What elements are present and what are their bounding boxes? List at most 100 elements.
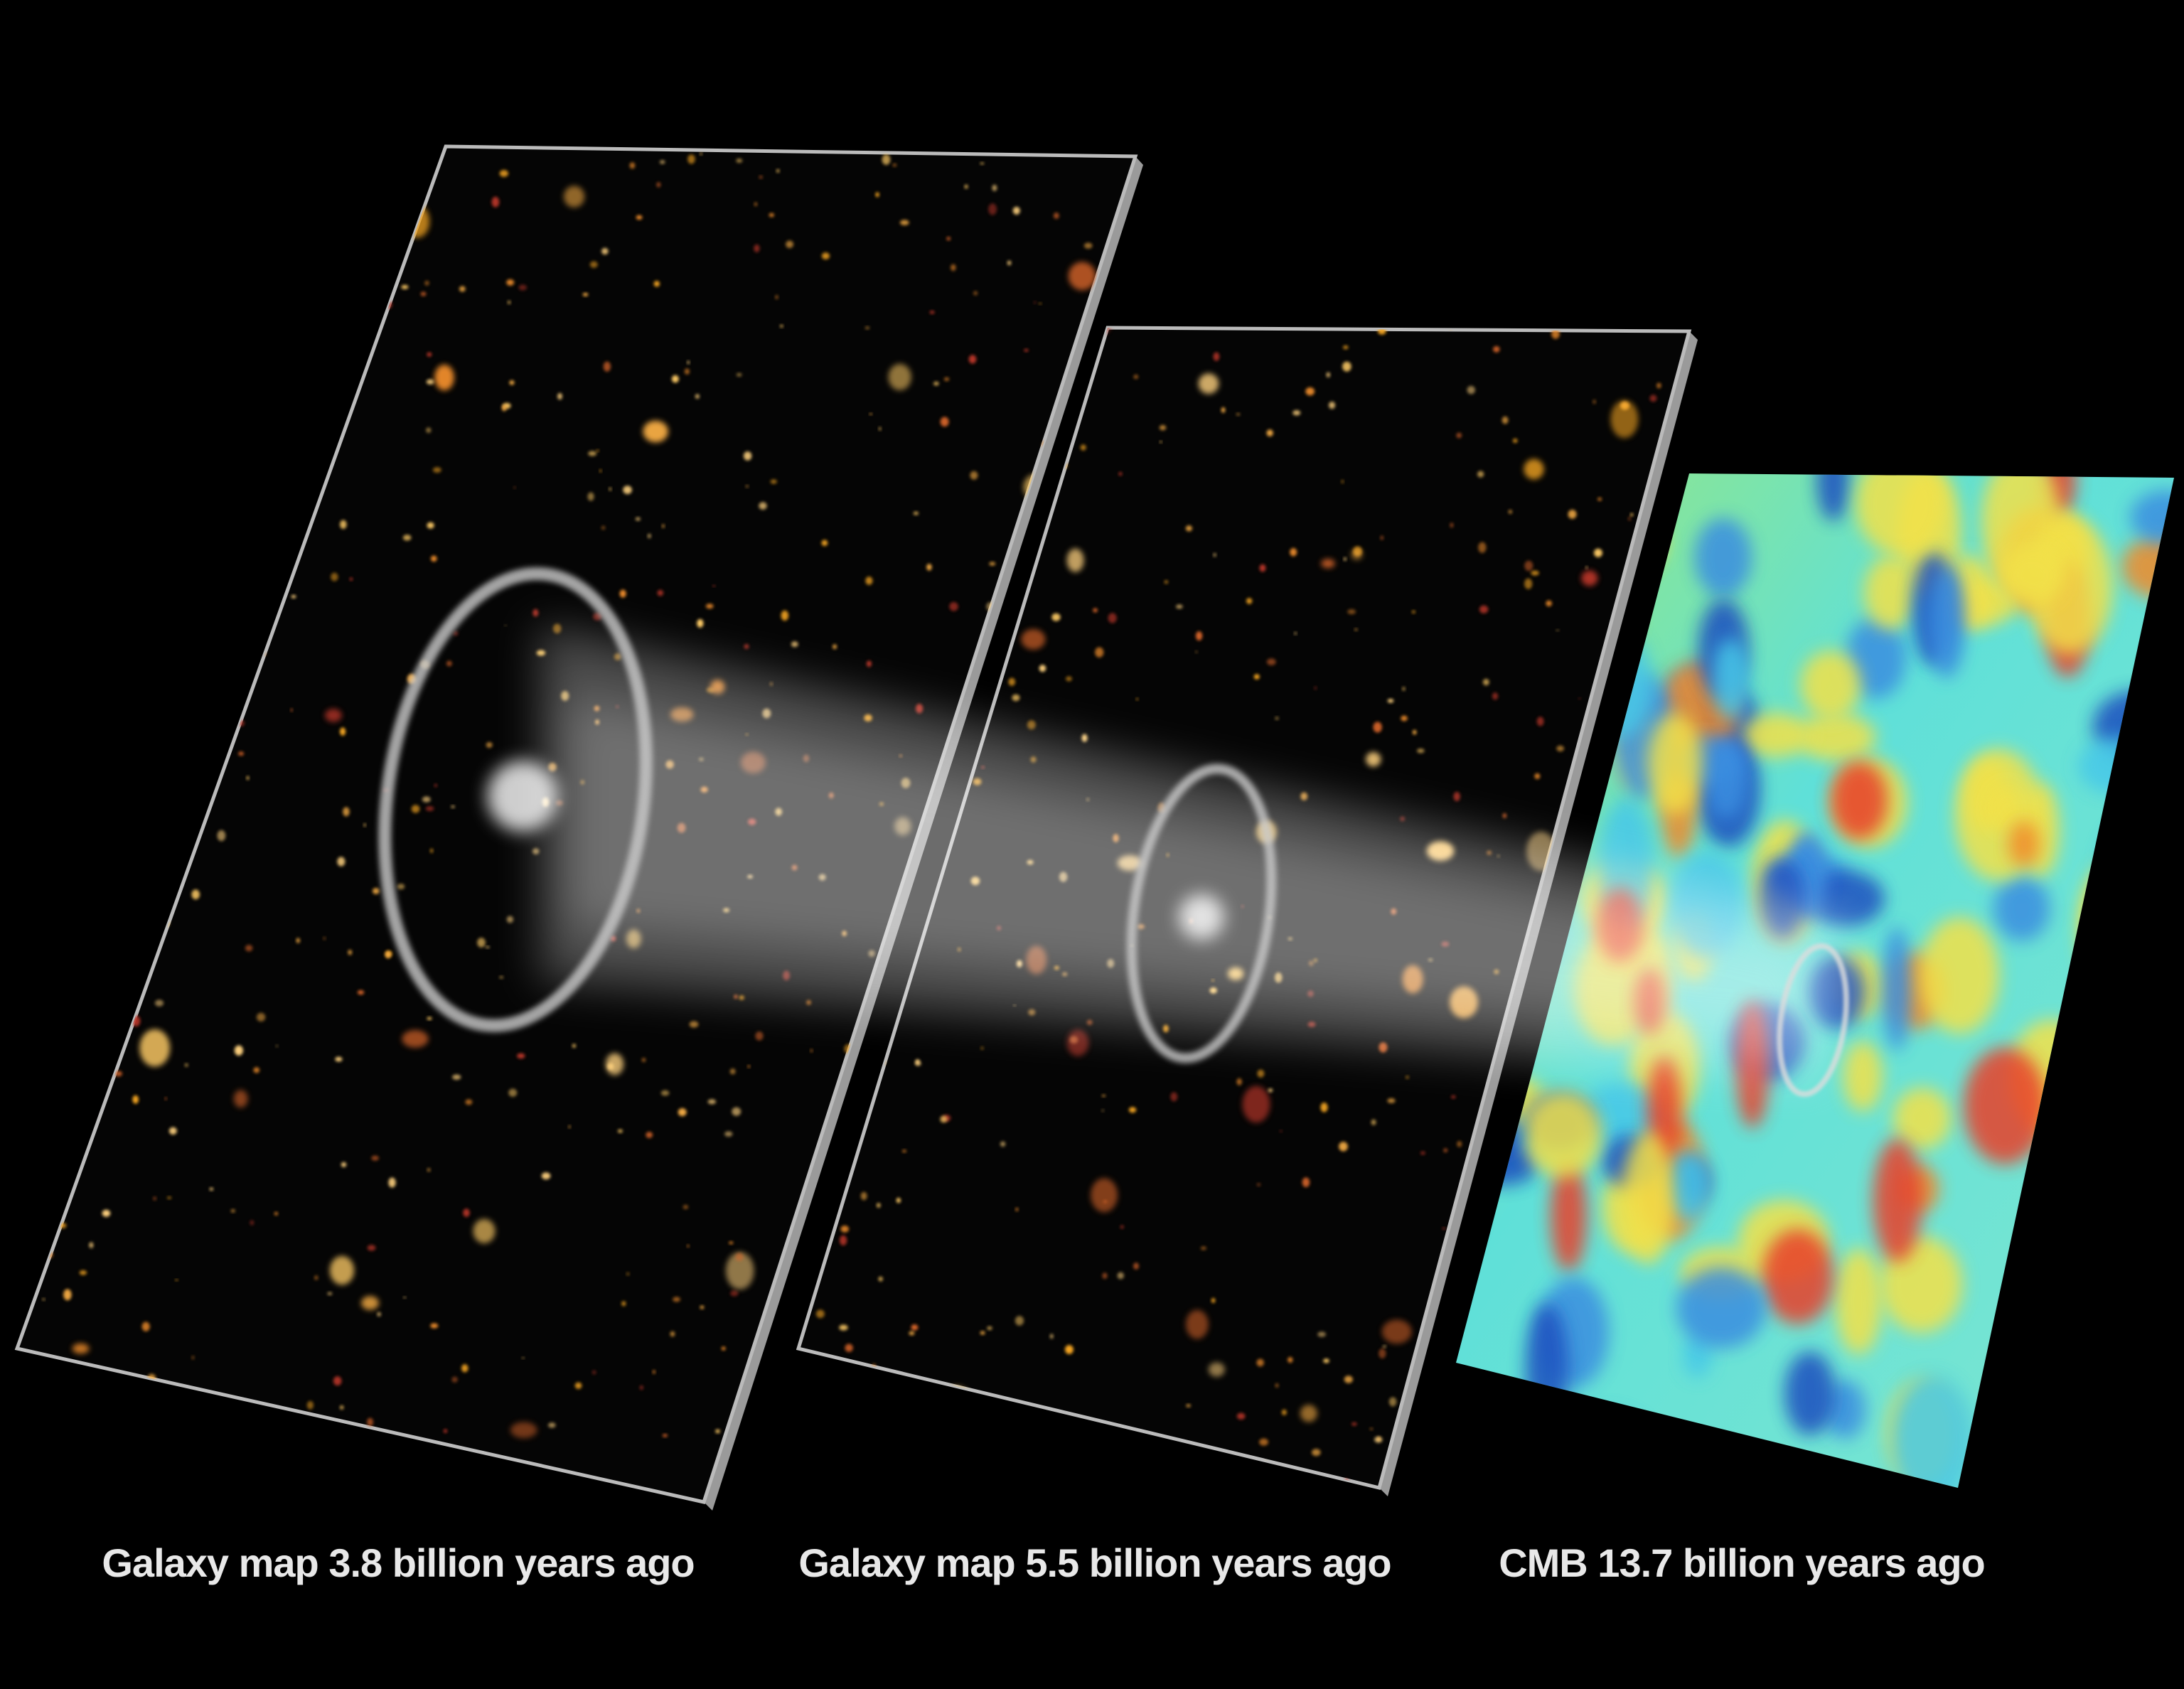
- decoration: [1292, 410, 1301, 416]
- decoration: [687, 360, 690, 365]
- decoration: [114, 1071, 122, 1077]
- decoration: [1275, 1383, 1279, 1388]
- decoration: [1268, 1088, 1273, 1093]
- decoration: [153, 1196, 156, 1201]
- decoration: [791, 641, 798, 648]
- decoration: [167, 1196, 171, 1199]
- decoration: [518, 284, 527, 291]
- decoration: [1133, 374, 1139, 380]
- decoration: [504, 624, 507, 626]
- decoration: [233, 1090, 248, 1108]
- decoration: [1556, 629, 1559, 631]
- decoration: [1649, 395, 1657, 402]
- decoration: [1666, 1151, 1712, 1223]
- decoration: [635, 517, 641, 521]
- decoration: [306, 1400, 314, 1410]
- decoration: [864, 326, 870, 330]
- decoration: [568, 1125, 571, 1129]
- decoration: [1864, 556, 1917, 630]
- decoration: [1467, 385, 1475, 395]
- decoration: [657, 589, 664, 596]
- decoration: [1068, 262, 1096, 291]
- decoration: [1343, 345, 1349, 350]
- decoration: [1080, 444, 1086, 451]
- decoration: [1835, 1248, 1883, 1355]
- decoration: [402, 1030, 429, 1048]
- decoration: [557, 392, 562, 400]
- decoration: [1246, 598, 1253, 604]
- decoration: [781, 610, 789, 621]
- decoration: [623, 486, 632, 495]
- decoration: [968, 355, 977, 364]
- decoration: [1417, 748, 1425, 754]
- decoration: [1379, 1348, 1386, 1359]
- decoration: [1893, 1087, 1952, 1150]
- decoration: [1294, 632, 1297, 635]
- decoration: [1627, 516, 1632, 521]
- decoration: [1382, 1345, 1386, 1348]
- decoration: [1873, 1138, 1922, 1262]
- decoration: [661, 524, 665, 528]
- decoration: [499, 975, 503, 979]
- decoration: [1300, 1405, 1317, 1422]
- decoration: [1118, 472, 1123, 476]
- decoration: [1103, 1200, 1108, 1203]
- decoration: [477, 938, 486, 948]
- decoration: [459, 286, 466, 292]
- decoration: [446, 660, 452, 667]
- decoration: [314, 1275, 318, 1280]
- decoration: [729, 1068, 736, 1075]
- decoration: [943, 377, 950, 382]
- decoration: [1366, 751, 1381, 767]
- decoration: [329, 1255, 355, 1285]
- decoration: [839, 1324, 848, 1331]
- decoration: [1344, 1376, 1353, 1383]
- decoration: [839, 1235, 847, 1246]
- decoration: [902, 1149, 906, 1153]
- decoration: [432, 467, 441, 473]
- decoration: [1213, 352, 1220, 361]
- decoration: [541, 1172, 551, 1180]
- decoration: [639, 1385, 643, 1390]
- decoration: [191, 889, 200, 900]
- decoration: [662, 1434, 668, 1437]
- decoration: [1343, 557, 1347, 561]
- decoration: [290, 708, 293, 712]
- decoration: [184, 1063, 188, 1067]
- decoration: [1186, 1404, 1191, 1408]
- decoration: [168, 1127, 177, 1135]
- decoration: [1027, 720, 1036, 730]
- decoration: [79, 1270, 87, 1275]
- decoration: [1523, 1091, 1602, 1178]
- decoration: [361, 1296, 380, 1310]
- decoration: [656, 182, 661, 188]
- decoration: [697, 618, 704, 628]
- decoration: [1412, 729, 1417, 735]
- decoration: [601, 247, 609, 255]
- decoration: [755, 1031, 764, 1041]
- decoration: [506, 916, 514, 923]
- decoration: [1170, 1092, 1178, 1102]
- decoration: [869, 413, 872, 415]
- decoration: [987, 1326, 992, 1330]
- decoration: [1236, 1078, 1242, 1085]
- decoration: [250, 1220, 254, 1226]
- decoration: [367, 1417, 374, 1427]
- decoration: [770, 479, 777, 484]
- decoration: [587, 492, 594, 501]
- decoration: [1512, 438, 1518, 444]
- decoration: [343, 807, 350, 817]
- decoration: [1342, 361, 1351, 372]
- decoration: [452, 1074, 461, 1080]
- decoration: [1117, 1272, 1124, 1280]
- decoration: [964, 184, 968, 189]
- decoration: [1742, 712, 1810, 758]
- decoration: [1034, 301, 1037, 304]
- decoration: [1784, 1351, 1836, 1436]
- decoration: [1128, 1107, 1137, 1113]
- decoration: [621, 1301, 626, 1307]
- decoration: [42, 1298, 46, 1301]
- decoration: [508, 1088, 518, 1097]
- decoration: [102, 1209, 111, 1217]
- decoration: [949, 601, 958, 611]
